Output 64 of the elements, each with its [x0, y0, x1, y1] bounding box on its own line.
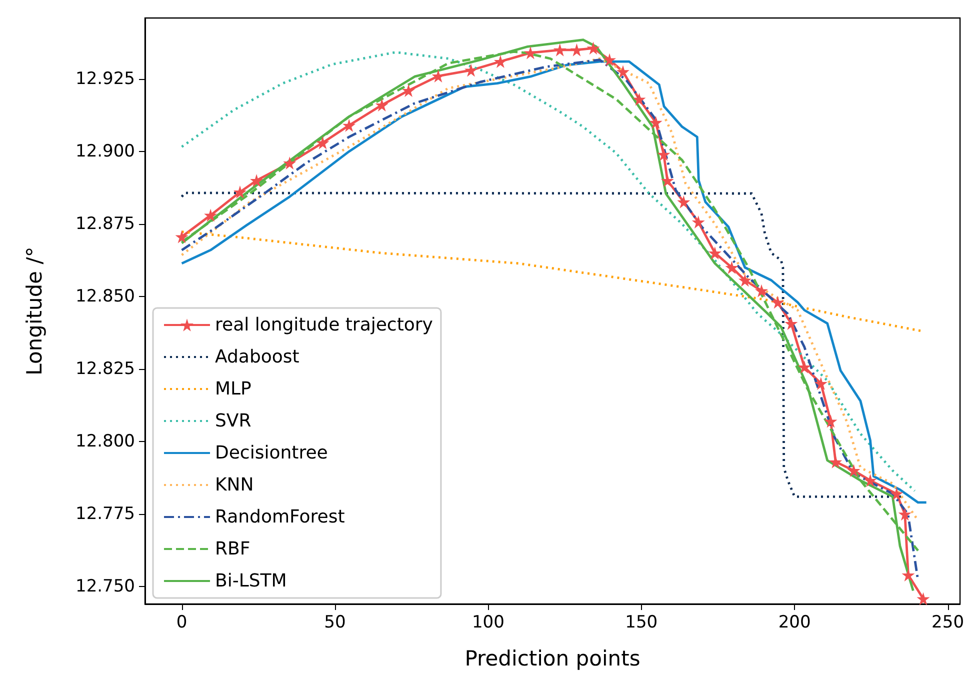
- point: [375, 98, 388, 112]
- point: [616, 65, 630, 78]
- point: [829, 455, 842, 468]
- point: [233, 186, 246, 199]
- legend-label: real longitude trajectory: [215, 314, 434, 336]
- legend-label: KNN: [215, 474, 254, 496]
- legend-label: SVR: [215, 410, 252, 432]
- legend-label: RandomForest: [215, 506, 345, 528]
- point: [204, 208, 218, 222]
- y-tick-label: 12.900: [76, 141, 135, 162]
- point: [814, 377, 828, 390]
- legend-label: MLP: [215, 378, 252, 400]
- y-axis-title: Longitude /°: [22, 246, 46, 376]
- y-tick-label: 12.925: [76, 68, 135, 89]
- x-tick-label: 0: [176, 612, 188, 632]
- point: [864, 474, 877, 487]
- x-tick-label: 200: [778, 612, 811, 632]
- point: [603, 53, 616, 66]
- x-tick-label: 100: [472, 612, 504, 632]
- point: [657, 148, 670, 161]
- point: [824, 414, 838, 428]
- y-tick-label: 12.775: [76, 504, 135, 524]
- y-tick-label: 12.800: [76, 432, 135, 452]
- point: [708, 246, 722, 260]
- point: [342, 118, 356, 132]
- point: [692, 215, 705, 228]
- x-tick-label: 250: [932, 612, 964, 632]
- point: [898, 508, 912, 521]
- point: [283, 156, 296, 170]
- x-axis-title: Prediction points: [464, 646, 640, 670]
- point: [738, 274, 752, 287]
- point: [494, 55, 507, 68]
- legend-label: RBF: [215, 538, 250, 560]
- point: [725, 260, 738, 274]
- point: [660, 174, 674, 187]
- point: [649, 116, 662, 129]
- y-tick-label: 12.825: [76, 359, 135, 380]
- point: [553, 43, 566, 56]
- point: [902, 568, 915, 582]
- point: [570, 43, 584, 56]
- point: [784, 316, 798, 330]
- point: [916, 592, 930, 606]
- point: [402, 84, 416, 98]
- point: [316, 136, 330, 150]
- legend-label: Adaboost: [215, 346, 300, 368]
- point: [632, 92, 646, 106]
- point: [175, 230, 188, 244]
- point: [677, 195, 690, 208]
- x-tick-label: 150: [625, 612, 658, 632]
- legend-label: Decisiontree: [215, 442, 328, 464]
- point: [798, 360, 811, 374]
- point: [890, 487, 904, 500]
- legend-label: Bi-LSTM: [215, 570, 287, 592]
- point: [524, 46, 537, 60]
- y-tick-label: 12.750: [76, 576, 135, 597]
- point: [586, 42, 600, 55]
- x-tick-label: 50: [324, 612, 346, 632]
- y-tick-label: 12.875: [76, 214, 135, 234]
- point: [847, 464, 860, 478]
- point: [754, 284, 768, 298]
- point: [250, 174, 264, 187]
- y-tick-label: 12.850: [76, 286, 135, 306]
- point: [464, 64, 478, 77]
- point: [771, 296, 784, 309]
